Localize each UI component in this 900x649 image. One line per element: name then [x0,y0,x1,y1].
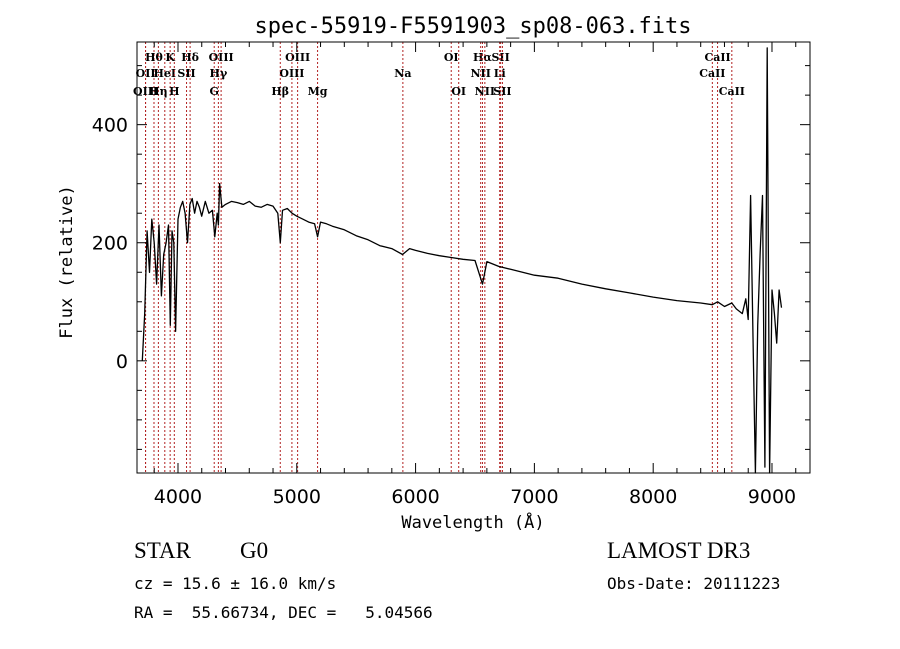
line-marker-label: NII [471,67,491,80]
line-marker-label: SII [492,51,510,64]
subclass: G0 [240,538,269,563]
coordinates-info: RA = 55.66734, DEC = 5.04566 [134,603,433,622]
survey-name: LAMOST DR3 [607,538,751,563]
redshift-info: cz = 15.6 ± 16.0 km/s [134,574,337,593]
chart-title: spec-55919-F5591903_sp08-063.fits [254,14,691,39]
obs-date: Obs-Date: 20111223 [607,574,781,593]
line-marker-label: HeI [154,67,177,80]
line-marker-label: Na [394,67,411,80]
y-axis-label: Flux (relative) [57,185,77,339]
x-tick-label: 7000 [510,486,558,508]
spectrum-series [141,47,783,474]
x-axis-label: Wavelength (Å) [401,511,544,533]
plot-frame [136,41,811,474]
line-marker-label: Hβ [271,85,289,98]
line-marker-label: K [165,51,175,64]
line-marker-label: Hα [473,51,492,64]
line-marker-label: OI [444,51,459,64]
line-marker-label: H [169,85,179,98]
line-marker-label: SII [493,85,511,98]
line-marker-label: Mg [308,85,328,98]
x-tick-label: 8000 [629,486,677,508]
y-tick-label: 0 [116,351,128,373]
y-tick-label: 400 [92,115,128,137]
x-tick-label: 5000 [273,486,321,508]
line-marker-label: Li [494,67,506,80]
line-marker-label: Hγ [210,67,228,80]
line-marker-label: OII [136,67,156,80]
line-marker-label: CaII [699,67,725,80]
line-marker-label: Hδ [181,51,199,64]
line-marker-label: CaII [704,51,730,64]
line-marker-label: OI [451,85,466,98]
line-marker-label: OIII [279,67,304,80]
x-tick-label: 9000 [748,486,796,508]
object-class: STAR [134,538,191,563]
x-tick-label: 6000 [391,486,439,508]
x-axis: 4000 5000 6000 7000 8000 9000 [153,42,797,508]
line-marker-label: OIII [285,51,310,64]
y-axis: 0 200 400 [92,65,810,450]
line-marker-label: G [210,85,219,98]
line-marker-label: NII [475,85,495,98]
series-line-spectrum [141,47,783,474]
x-tick-label: 4000 [154,486,202,508]
line-marker-label: OIII [209,51,234,64]
y-tick-label: 200 [92,233,128,255]
line-marker-label: SII [177,67,195,80]
line-marker-label: Hη [149,85,167,98]
line-marker-label: CaII [719,85,745,98]
line-marker-label: Hθ [145,51,163,64]
